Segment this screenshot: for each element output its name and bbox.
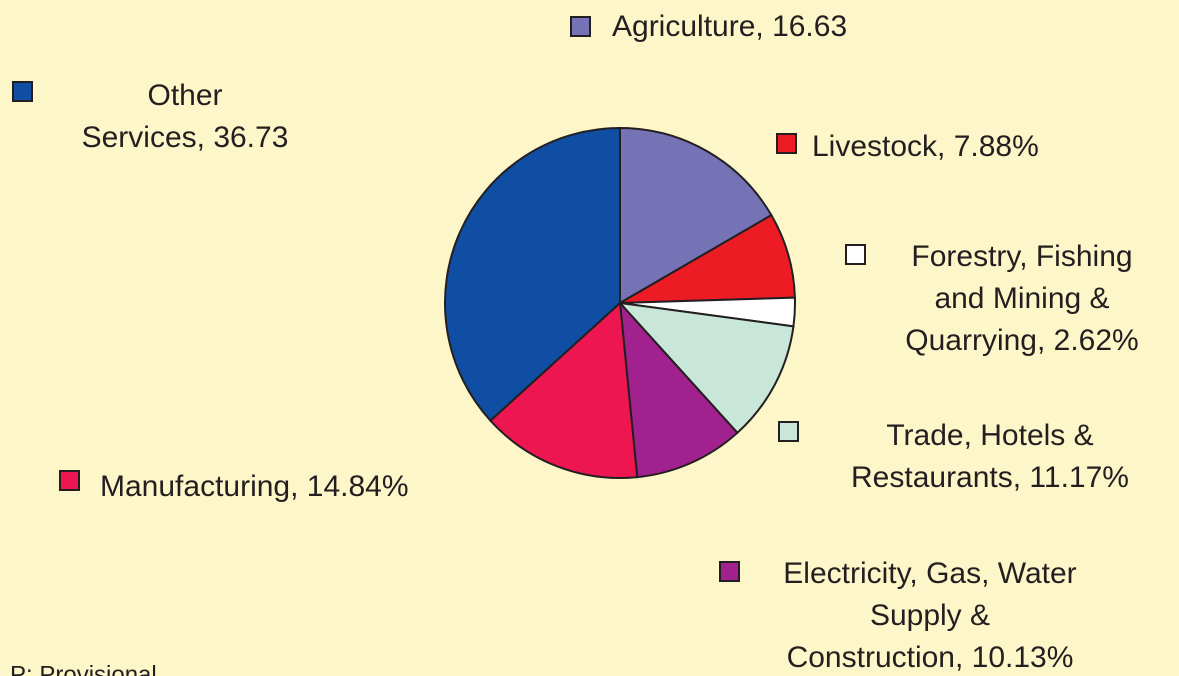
data-label: Agriculture, 16.63 <box>612 10 847 43</box>
legend-swatch <box>845 244 866 265</box>
data-label: Construction, 10.13% <box>787 641 1074 674</box>
data-label: Electricity, Gas, Water <box>783 557 1076 590</box>
data-label: Restaurants, 11.17% <box>851 461 1129 494</box>
data-label: Other <box>147 79 222 112</box>
data-label: Quarrying, 2.62% <box>905 324 1138 357</box>
data-label: Supply & <box>870 599 990 632</box>
data-label: Livestock, 7.88% <box>812 130 1039 163</box>
pie-slice <box>489 300 639 479</box>
note: P: Provisional <box>10 661 157 676</box>
legend-swatch <box>12 81 33 102</box>
data-label: Services, 36.73 <box>82 121 289 154</box>
data-label: Manufacturing, 14.84% <box>100 470 409 503</box>
legend-swatch <box>570 16 591 37</box>
pie-slice <box>617 301 795 435</box>
legend-swatch <box>59 470 80 491</box>
pie-slice <box>618 300 739 479</box>
data-label: and Mining & <box>934 282 1109 315</box>
data-label: Forestry, Fishing <box>911 240 1132 273</box>
pie-slice <box>619 126 773 305</box>
legend-swatch <box>776 133 797 154</box>
data-label: Trade, Hotels & <box>886 419 1093 452</box>
pie-slice <box>444 126 621 423</box>
legend-swatch <box>778 421 799 442</box>
legend-swatch <box>719 561 740 582</box>
